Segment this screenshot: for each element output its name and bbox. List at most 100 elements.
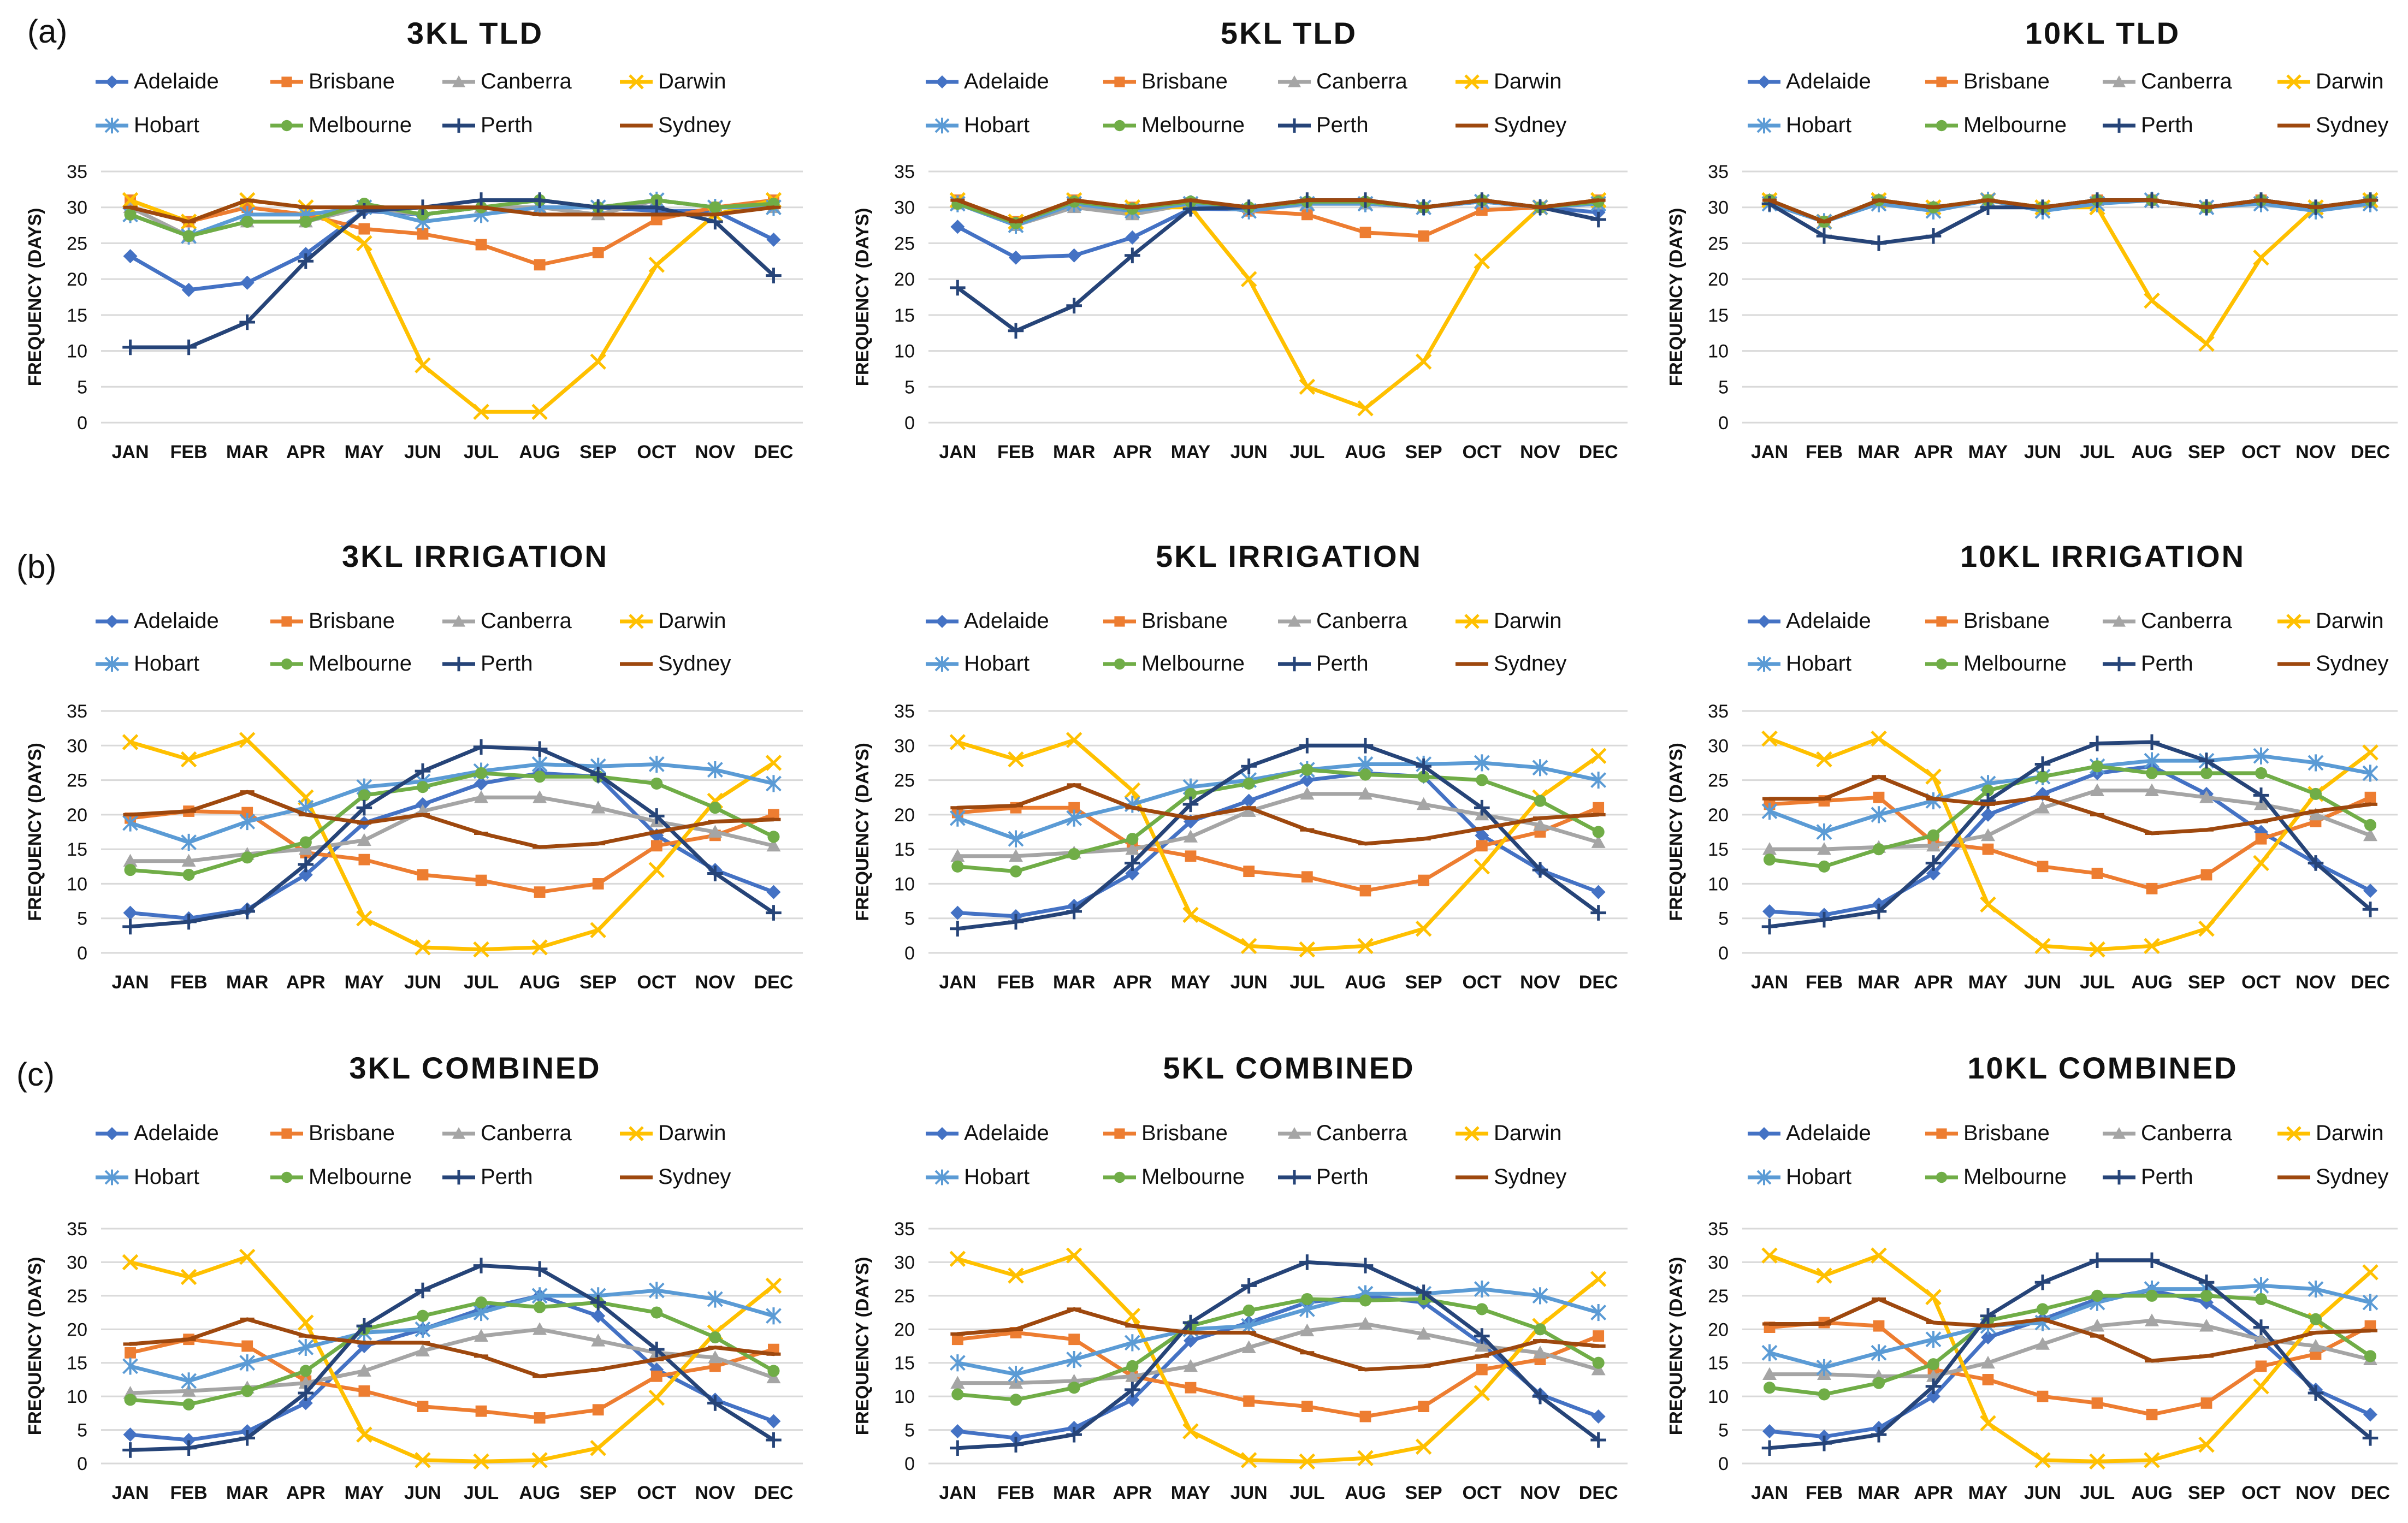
legend-label: Sydney: [658, 651, 731, 675]
data-point-brisbane: [768, 809, 779, 821]
y-tick-label: 30: [1708, 198, 1729, 218]
legend-label: Melbourne: [1963, 1165, 2067, 1189]
data-point-adelaide: [123, 249, 138, 264]
x-tick-label: MAR: [226, 972, 268, 993]
y-tick-label: 10: [894, 1386, 915, 1407]
data-point-canberra: [1125, 1369, 1140, 1382]
data-point-perth: [2034, 756, 2051, 772]
data-point-brisbane: [1185, 850, 1197, 862]
series-line-perth: [955, 1260, 1601, 1450]
series-line-melbourne: [1767, 1294, 2372, 1396]
y-tick-label: 5: [1718, 1420, 1729, 1441]
y-tick-label: 30: [67, 736, 87, 756]
series-line-darwin: [1767, 737, 2372, 952]
data-point-darwin: [1299, 378, 1316, 395]
y-tick-label: 10: [1708, 1386, 1729, 1407]
x-tick-label: OCT: [1462, 1483, 1501, 1503]
data-point-perth: [1816, 228, 1832, 244]
data-point-perth: [415, 763, 431, 779]
data-point-canberra: [357, 833, 371, 846]
data-point-canberra: [766, 838, 781, 852]
data-point-hobart: [766, 775, 782, 792]
data-point-brisbane: [1418, 1401, 1430, 1412]
data-point-perth: [950, 921, 966, 937]
legend-marker-circle: [1114, 658, 1126, 670]
data-point-adelaide: [298, 1396, 313, 1411]
legend-label: Sydney: [2316, 651, 2388, 675]
legend-label: Sydney: [2316, 1165, 2388, 1189]
x-tick-label: FEB: [170, 1483, 208, 1503]
data-point-perth: [707, 214, 723, 230]
data-point-perth: [298, 253, 314, 269]
data-point-perth: [2308, 1385, 2324, 1401]
legend-label: Sydney: [1494, 651, 1566, 675]
x-tick-label: JUN: [404, 972, 441, 993]
data-point-perth: [239, 314, 256, 330]
data-point-perth: [356, 799, 372, 816]
data-point-canberra: [181, 854, 196, 867]
data-point-darwin: [2253, 1378, 2269, 1395]
x-tick-label: MAR: [1857, 1483, 1900, 1503]
legend-marker-triangle: [452, 615, 465, 627]
y-tick-label: 5: [77, 1420, 87, 1441]
data-point-canberra: [357, 1364, 371, 1377]
data-point-darwin: [1761, 1247, 1778, 1264]
x-tick-label: OCT: [1462, 442, 1501, 463]
legend-label: Hobart: [1786, 113, 1851, 137]
data-point-melbourne: [1927, 1358, 1940, 1371]
legend-marker-x: [629, 614, 644, 629]
legend-item-darwin: Darwin: [1456, 69, 1561, 93]
x-tick-label: APR: [1113, 972, 1152, 993]
series-line-melbourne: [128, 771, 776, 877]
data-point-darwin: [2362, 1264, 2379, 1281]
y-tick-label: 30: [67, 198, 87, 218]
data-point-perth: [1925, 228, 1942, 244]
legend-marker-x: [2286, 614, 2301, 629]
data-point-darwin: [1980, 896, 1996, 913]
series-darwin: [949, 1247, 1607, 1470]
data-point-darwin: [1240, 938, 1257, 955]
data-point-melbourne: [299, 215, 312, 228]
y-tick-label: 25: [67, 771, 87, 791]
data-point-hobart: [181, 833, 197, 851]
data-point-melbourne: [709, 802, 721, 814]
x-tick-label: JUN: [1230, 1483, 1268, 1503]
legend-item-hobart: Hobart: [1748, 1165, 1851, 1189]
x-tick-label: FEB: [1806, 972, 1843, 993]
data-point-adelaide: [950, 1424, 965, 1439]
x-tick-label: APR: [1914, 1483, 1953, 1503]
data-point-brisbane: [1243, 1395, 1255, 1407]
x-tick-label: APR: [1914, 972, 1953, 993]
data-point-melbourne: [1534, 795, 1547, 807]
data-point-melbourne: [951, 1388, 964, 1401]
data-point-melbourne: [1872, 843, 1885, 856]
legend-item-canberra: Canberra: [442, 69, 572, 93]
legend-item-melbourne: Melbourne: [270, 651, 412, 675]
legend-item-darwin: Darwin: [1456, 1121, 1561, 1145]
data-point-canberra: [1817, 842, 1831, 855]
chart-5kl-irrigation: 5KL IRRIGATION Adelaide Brisbane Canberra Da…: [852, 539, 1628, 993]
y-axis-title: FREQUENCY (DAYS): [1666, 743, 1686, 921]
data-point-perth: [1590, 211, 1606, 228]
y-tick-label: 20: [1708, 269, 1729, 290]
y-tick-label: 15: [894, 839, 915, 860]
data-point-perth: [2362, 901, 2379, 917]
data-point-perth: [2198, 752, 2215, 769]
x-tick-label: JUN: [2024, 972, 2061, 993]
data-point-darwin: [590, 922, 606, 938]
data-point-darwin: [531, 404, 548, 420]
data-point-perth: [1182, 796, 1199, 813]
x-tick-label: OCT: [637, 972, 676, 993]
x-tick-label: JUL: [1289, 442, 1324, 463]
y-tick-label: 5: [904, 377, 915, 398]
data-point-adelaide: [1009, 250, 1023, 265]
legend-item-hobart: Hobart: [926, 1165, 1030, 1189]
data-point-hobart: [239, 1354, 256, 1372]
y-tick-label: 35: [1708, 1219, 1729, 1240]
data-point-darwin: [1474, 1385, 1490, 1401]
y-tick-label: 35: [894, 162, 915, 182]
data-point-brisbane: [417, 228, 429, 240]
legend-item-adelaide: Adelaide: [1748, 69, 1871, 93]
data-point-canberra: [2254, 797, 2268, 810]
data-point-perth: [1241, 1278, 1257, 1294]
